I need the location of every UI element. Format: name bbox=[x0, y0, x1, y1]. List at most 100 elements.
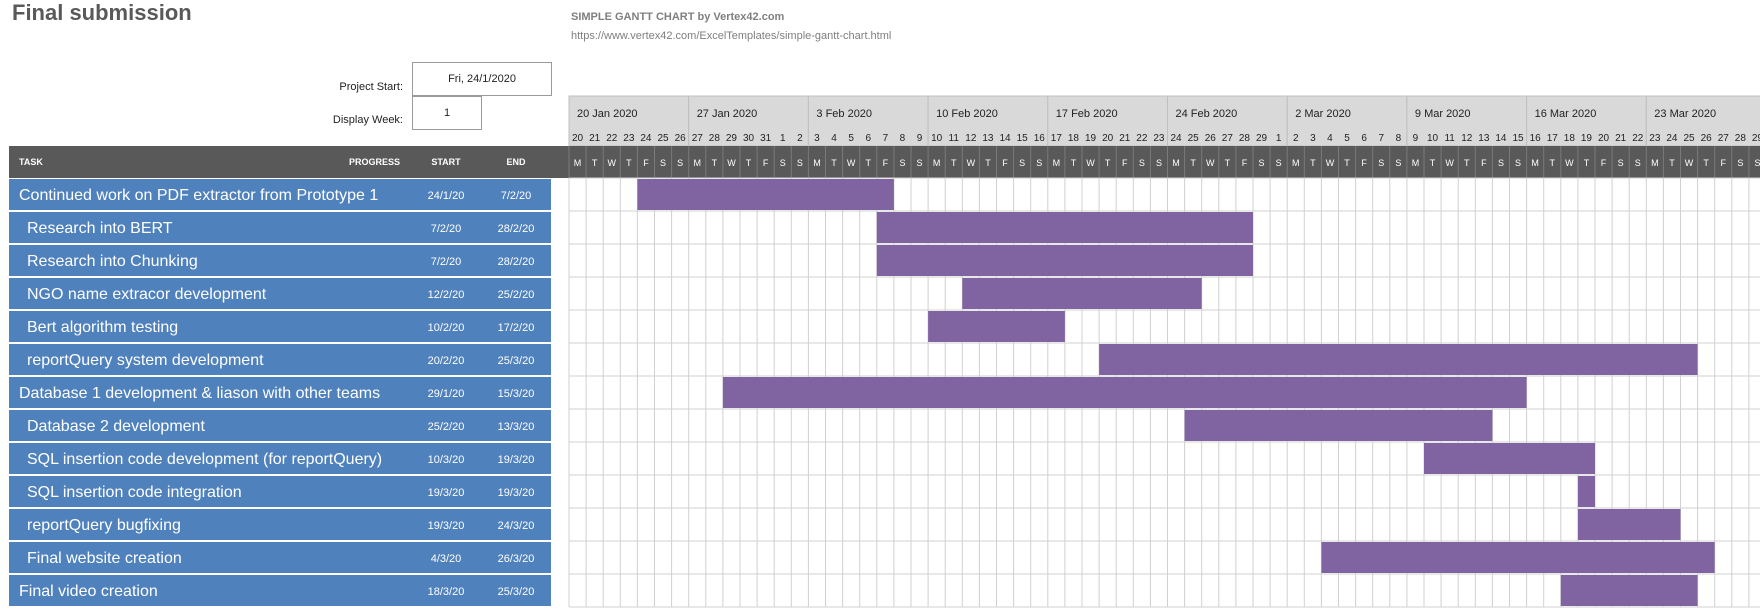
task-start-date: 19/3/20 bbox=[428, 487, 465, 499]
week-label: 9 Mar 2020 bbox=[1415, 108, 1471, 120]
weekday-letter: S bbox=[1276, 158, 1282, 168]
weekday-letter: W bbox=[967, 158, 976, 168]
column-header-end: END bbox=[506, 157, 526, 167]
weekday-letter: F bbox=[1122, 158, 1128, 168]
day-number: 2 bbox=[797, 133, 803, 144]
day-number: 21 bbox=[1119, 133, 1131, 144]
gantt-bar bbox=[1560, 575, 1698, 606]
task-end-date: 26/3/20 bbox=[498, 553, 535, 565]
day-number: 9 bbox=[1413, 133, 1419, 144]
day-number: 15 bbox=[1512, 133, 1524, 144]
weekday-letter: T bbox=[951, 158, 957, 168]
column-header-progress: PROGRESS bbox=[349, 157, 400, 167]
day-number: 23 bbox=[1649, 133, 1661, 144]
weekday-letter: F bbox=[1721, 158, 1727, 168]
day-number: 11 bbox=[949, 133, 960, 144]
weekday-letter: W bbox=[727, 158, 736, 168]
task-start-date: 10/3/20 bbox=[428, 454, 465, 466]
task-start-date: 25/2/20 bbox=[428, 421, 465, 433]
day-number: 22 bbox=[1136, 133, 1148, 144]
weekday-letter: T bbox=[1550, 158, 1556, 168]
page-title: Final submission bbox=[12, 0, 192, 25]
task-name: Research into BERT bbox=[27, 220, 173, 237]
task-end-date: 25/3/20 bbox=[498, 355, 535, 367]
weekday-letter: S bbox=[1618, 158, 1624, 168]
gantt-bar bbox=[876, 212, 1253, 243]
day-number: 18 bbox=[1564, 133, 1576, 144]
day-number: 14 bbox=[1495, 133, 1507, 144]
weekday-letter: T bbox=[1669, 158, 1675, 168]
weekday-letter: T bbox=[746, 158, 752, 168]
weekday-letter: F bbox=[1361, 158, 1367, 168]
day-number: 19 bbox=[1085, 133, 1097, 144]
day-number: 28 bbox=[709, 133, 721, 144]
task-name: SQL insertion code integration bbox=[27, 484, 242, 501]
task-start-date: 10/2/20 bbox=[428, 322, 465, 334]
template-url-link[interactable]: https://www.vertex42.com/ExcelTemplates/… bbox=[571, 30, 892, 42]
weekday-letter: S bbox=[899, 158, 905, 168]
header-band bbox=[9, 146, 1760, 178]
weekday-letter: S bbox=[1139, 158, 1145, 168]
weekday-letter: T bbox=[592, 158, 598, 168]
task-start-date: 7/2/20 bbox=[431, 256, 462, 268]
weekday-letter: T bbox=[1703, 158, 1709, 168]
weekday-letter: S bbox=[1036, 158, 1042, 168]
weekday-letter: M bbox=[1412, 158, 1420, 168]
weekday-letter: M bbox=[933, 158, 941, 168]
task-end-date: 17/2/20 bbox=[498, 322, 535, 334]
weekday-letter: M bbox=[1292, 158, 1300, 168]
week-label: 2 Mar 2020 bbox=[1295, 108, 1351, 120]
day-number: 27 bbox=[692, 133, 704, 144]
weekday-letter: S bbox=[1259, 158, 1265, 168]
weekday-letter: W bbox=[1685, 158, 1694, 168]
task-start-date: 20/2/20 bbox=[428, 355, 465, 367]
day-number: 4 bbox=[1327, 133, 1333, 144]
task-start-date: 4/3/20 bbox=[431, 553, 462, 565]
task-name: NGO name extracor development bbox=[27, 286, 267, 303]
day-number: 16 bbox=[1530, 133, 1542, 144]
week-label: 10 Feb 2020 bbox=[936, 108, 998, 120]
task-end-date: 19/3/20 bbox=[498, 454, 535, 466]
day-number: 9 bbox=[917, 133, 923, 144]
task-name: Continued work on PDF extractor from Pro… bbox=[19, 187, 378, 204]
day-number: 2 bbox=[1293, 133, 1299, 144]
weekday-letter: W bbox=[1326, 158, 1335, 168]
weekday-letter: F bbox=[1601, 158, 1607, 168]
week-header-cell bbox=[1047, 95, 1169, 147]
day-number: 8 bbox=[900, 133, 906, 144]
day-number: 17 bbox=[1051, 133, 1063, 144]
template-credit: SIMPLE GANTT CHART by Vertex42.com bbox=[571, 11, 785, 23]
weekday-letter: S bbox=[1737, 158, 1743, 168]
gantt-bar bbox=[1424, 443, 1595, 474]
weekday-letter: F bbox=[1002, 158, 1008, 168]
day-number: 12 bbox=[1461, 133, 1473, 144]
day-number: 24 bbox=[1666, 133, 1678, 144]
week-header-cell bbox=[1645, 95, 1760, 147]
task-row bbox=[9, 575, 551, 606]
display-week-field[interactable]: 1 bbox=[412, 96, 482, 130]
task-row bbox=[9, 443, 551, 474]
weekday-letter: S bbox=[780, 158, 786, 168]
day-number: 26 bbox=[1205, 133, 1217, 144]
day-number: 20 bbox=[572, 133, 584, 144]
weekday-letter: T bbox=[1190, 158, 1196, 168]
week-header-cell bbox=[1167, 95, 1288, 147]
day-number: 13 bbox=[982, 133, 994, 144]
project-start-field[interactable]: Fri, 24/1/2020 bbox=[412, 62, 552, 96]
day-number: 20 bbox=[1598, 133, 1610, 144]
day-number: 14 bbox=[999, 133, 1011, 144]
gantt-bar bbox=[1099, 344, 1698, 375]
task-end-date: 24/3/20 bbox=[498, 520, 535, 532]
task-row bbox=[9, 179, 551, 210]
weekday-letter: S bbox=[1635, 158, 1641, 168]
day-number: 10 bbox=[1427, 133, 1439, 144]
task-row bbox=[9, 212, 551, 243]
day-number: 15 bbox=[1017, 133, 1029, 144]
task-row bbox=[9, 311, 551, 342]
weekday-letter: W bbox=[1086, 158, 1095, 168]
day-number: 25 bbox=[1683, 133, 1695, 144]
gantt-bar bbox=[1577, 476, 1595, 507]
weekday-letter: W bbox=[847, 158, 856, 168]
weekday-letter: T bbox=[1344, 158, 1350, 168]
weekday-letter: S bbox=[917, 158, 923, 168]
